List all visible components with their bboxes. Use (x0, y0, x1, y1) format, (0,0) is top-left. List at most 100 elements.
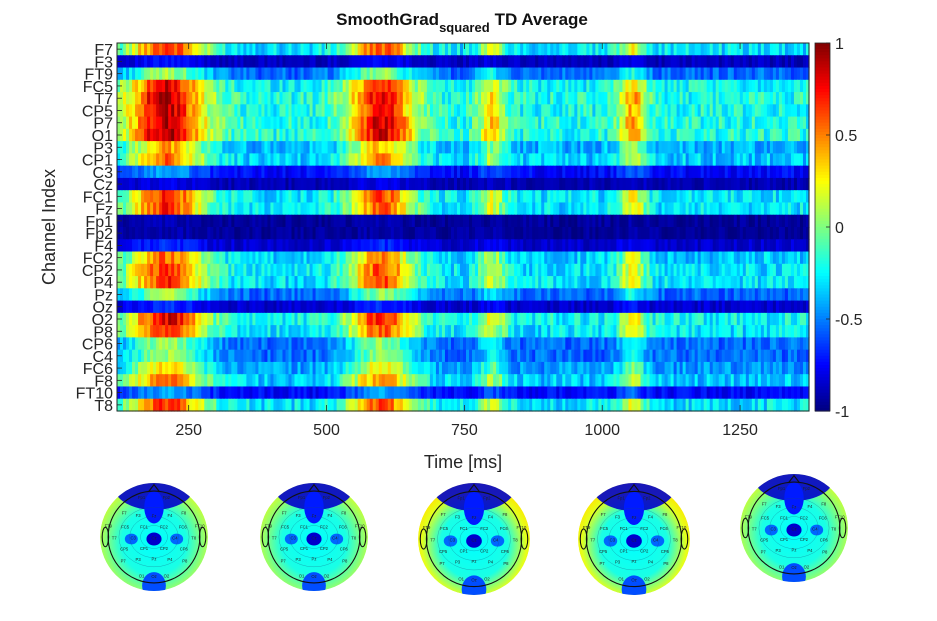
heatmap-cell (249, 104, 253, 118)
heatmap-cell (562, 227, 566, 240)
heatmap-cell (670, 239, 675, 253)
heatmap-cell (595, 214, 599, 228)
heatmap-cell (754, 55, 759, 69)
heatmap-cell (568, 92, 572, 105)
heatmap-cell (372, 141, 377, 154)
heatmap-cell (724, 165, 729, 179)
heatmap-cell (453, 128, 458, 142)
heatmap-cell (487, 251, 491, 265)
heatmap-cell (679, 214, 684, 228)
heatmap-cell (138, 104, 142, 118)
heatmap-cell (435, 288, 440, 302)
heatmap-cell (568, 67, 572, 81)
heatmap-cell (580, 251, 584, 265)
heatmap-cell (715, 177, 720, 191)
heatmap-cell (366, 141, 371, 154)
heatmap-cell (177, 79, 181, 93)
heatmap-cell (381, 67, 386, 81)
heatmap-cell (192, 214, 196, 228)
heatmap-cell (574, 128, 578, 142)
heatmap-cell (312, 55, 317, 69)
heatmap-cell (652, 177, 657, 191)
heatmap-cell (426, 55, 431, 69)
heatmap-cell (550, 202, 554, 216)
heatmap-cell (586, 141, 590, 154)
heatmap-cell (141, 67, 145, 81)
heatmap-cell (463, 67, 467, 81)
heatmap-cell (156, 128, 160, 142)
heatmap-cell (414, 190, 419, 204)
heatmap-cell (727, 214, 732, 228)
heatmap-cell (246, 263, 250, 277)
heatmap-cell (667, 153, 672, 167)
heatmap-cell (694, 141, 699, 154)
heatmap-cell (165, 276, 169, 289)
heatmap-cell (372, 55, 377, 69)
heatmap-cell (147, 214, 151, 228)
heatmap-cell (622, 214, 627, 228)
heatmap-cell (580, 153, 584, 167)
heatmap-cell (195, 92, 199, 105)
heatmap-cell (348, 300, 353, 314)
heatmap-cell (438, 92, 443, 105)
heatmap-cell (273, 239, 278, 253)
heatmap-cell (129, 43, 133, 56)
heatmap-cell (532, 128, 536, 142)
heatmap-cell (661, 116, 666, 130)
heatmap-cell (327, 239, 332, 253)
heatmap-cell (757, 153, 762, 167)
heatmap-cell (303, 300, 308, 314)
heatmap-cell (706, 55, 711, 69)
heatmap-cell (763, 141, 768, 154)
heatmap-cell (165, 227, 169, 240)
heatmap-cell (751, 153, 756, 167)
heatmap-cell (219, 239, 223, 253)
heatmap-cell (447, 202, 452, 216)
heatmap-cell (432, 288, 437, 302)
heatmap-cell (192, 43, 196, 56)
heatmap-cell (156, 55, 160, 69)
heatmap-cell (369, 300, 374, 314)
heatmap-cell (547, 263, 551, 277)
heatmap-cell (210, 263, 214, 277)
heatmap-cell (742, 202, 747, 216)
heatmap-cell (754, 202, 759, 216)
heatmap-cell (589, 214, 593, 228)
heatmap-cell (447, 79, 452, 93)
heatmap-cell (577, 276, 581, 289)
heatmap-cell (787, 165, 792, 179)
heatmap-cell (664, 67, 669, 81)
heatmap-cell (321, 239, 326, 253)
heatmap-cell (520, 67, 524, 81)
heatmap-cell (694, 92, 699, 105)
heatmap-cell (141, 165, 145, 179)
heatmap-cell (273, 300, 278, 314)
heatmap-cell (526, 263, 530, 277)
heatmap-cell (282, 141, 287, 154)
heatmap-cell (192, 263, 196, 277)
heatmap-cell (123, 141, 127, 154)
heatmap-cell (466, 300, 470, 314)
heatmap-cell (156, 190, 160, 204)
heatmap-cell (631, 55, 636, 69)
heatmap-cell (123, 227, 127, 240)
heatmap-cell (360, 300, 365, 314)
heatmap-cell (706, 165, 711, 179)
heatmap-cell (571, 263, 575, 277)
heatmap-cell (330, 43, 335, 56)
heatmap-cell (315, 288, 320, 302)
heatmap-cell (748, 153, 753, 167)
heatmap-cell (688, 276, 693, 289)
heatmap-cell (661, 128, 666, 142)
heatmap-cell (258, 141, 263, 154)
heatmap-cell (619, 190, 624, 204)
heatmap-cell (730, 177, 735, 191)
heatmap-cell (138, 300, 142, 314)
heatmap-cell (700, 67, 705, 81)
heatmap-cell (390, 43, 395, 56)
heatmap-cell (417, 43, 422, 56)
heatmap-cell (526, 276, 530, 289)
heatmap-cell (387, 43, 392, 56)
heatmap-cell (261, 165, 266, 179)
heatmap-cell (601, 104, 606, 118)
